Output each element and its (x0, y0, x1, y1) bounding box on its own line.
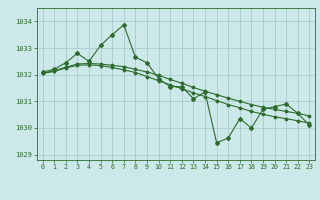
Text: Graphe pression niveau de la mer (hPa): Graphe pression niveau de la mer (hPa) (58, 179, 262, 188)
